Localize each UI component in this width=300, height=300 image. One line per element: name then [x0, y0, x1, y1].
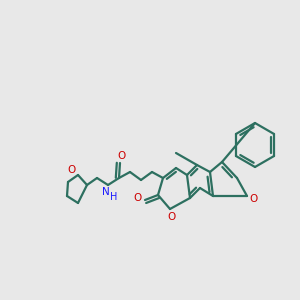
Text: H: H: [110, 192, 118, 202]
Text: O: O: [117, 151, 125, 161]
Text: O: O: [134, 193, 142, 203]
Text: O: O: [249, 194, 257, 204]
Text: N: N: [102, 187, 110, 197]
Text: O: O: [67, 165, 75, 175]
Text: O: O: [168, 212, 176, 222]
